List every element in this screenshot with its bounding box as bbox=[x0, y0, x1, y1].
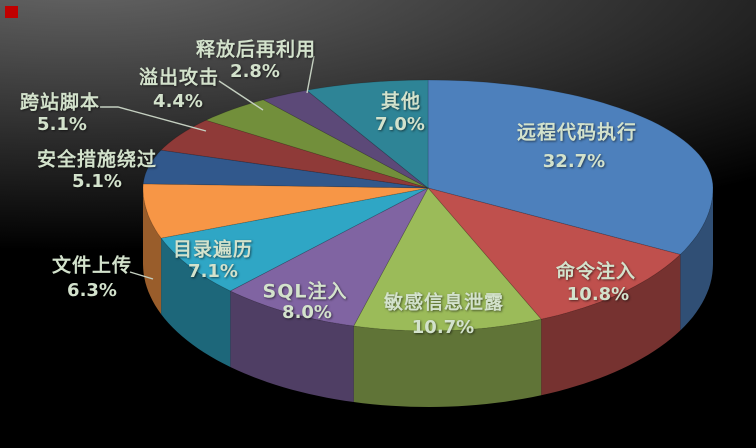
slice-label-name: 跨站脚本 bbox=[19, 91, 101, 114]
pie-slice-wall bbox=[541, 254, 681, 396]
pie-slice bbox=[426, 187, 682, 320]
slice-label-name: 安全措施绕过 bbox=[36, 148, 158, 171]
slice-label-percent: 2.8% bbox=[230, 61, 280, 82]
slice-label-percent: 7.0% bbox=[375, 114, 425, 135]
slice-label-percent: 4.4% bbox=[153, 91, 203, 112]
slice-label-percent: 32.7% bbox=[542, 151, 606, 172]
slice-label-percent: 7.1% bbox=[188, 261, 238, 282]
pie-slice-wall bbox=[353, 319, 542, 407]
pie-slice-wall bbox=[230, 291, 354, 402]
slice-label-percent: 5.1% bbox=[37, 114, 87, 135]
pie-slice bbox=[427, 79, 714, 255]
leader-line bbox=[306, 55, 315, 94]
pie-slice bbox=[204, 99, 429, 189]
slice-label-name: 远程代码执行 bbox=[516, 121, 638, 144]
pie-slice-wall bbox=[161, 238, 231, 367]
pie-slice bbox=[262, 89, 429, 189]
slice-label-name: 文件上传 bbox=[51, 254, 133, 277]
red-marker bbox=[5, 6, 18, 18]
pie-slice-wall bbox=[680, 188, 713, 331]
leader-lines bbox=[100, 55, 315, 280]
pie-slice bbox=[160, 119, 429, 189]
slice-label-percent: 8.0% bbox=[282, 302, 332, 323]
slice-label-percent: 10.8% bbox=[566, 284, 630, 305]
slice-label-name: 目录遍历 bbox=[172, 238, 254, 261]
leader-line bbox=[218, 80, 264, 111]
slice-label-name: 其他 bbox=[380, 90, 422, 113]
pie-slice bbox=[142, 149, 429, 189]
pie-side-walls bbox=[143, 188, 713, 407]
slice-label-name: 溢出攻击 bbox=[138, 66, 220, 89]
slice-label-name: SQL注入 bbox=[262, 280, 348, 303]
pie-slice-wall bbox=[143, 188, 162, 315]
pie-slice bbox=[160, 187, 429, 292]
slice-label-name: 释放后再利用 bbox=[195, 38, 317, 61]
slice-label-name: 敏感信息泄露 bbox=[383, 291, 505, 314]
pie-slice bbox=[229, 187, 429, 327]
slice-label-percent: 10.7% bbox=[411, 317, 475, 338]
slice-label-percent: 6.3% bbox=[67, 280, 117, 301]
pie-slice bbox=[353, 187, 542, 332]
pie-top-slices bbox=[142, 79, 714, 332]
leader-line bbox=[100, 106, 207, 132]
pie-slice bbox=[142, 183, 429, 239]
slice-label-percent: 5.1% bbox=[72, 171, 122, 192]
slice-label-name: 命令注入 bbox=[555, 260, 637, 283]
leader-line bbox=[129, 271, 154, 280]
pie-slice bbox=[305, 79, 429, 189]
